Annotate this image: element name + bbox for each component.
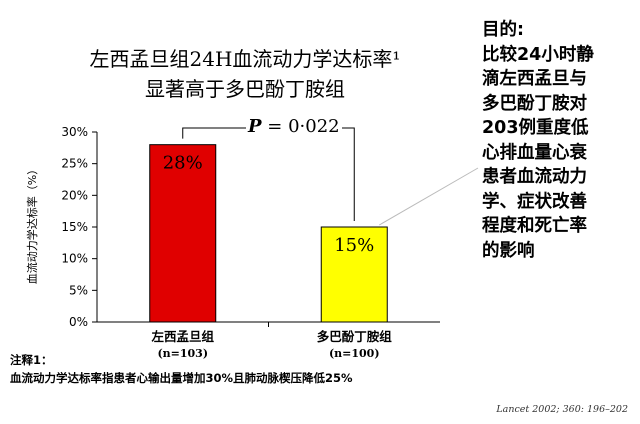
x-category-label: 多巴酚丁胺组: [317, 329, 393, 344]
y-tick-label: 0%: [69, 315, 88, 329]
purpose-line: 程度和死亡率: [482, 216, 587, 236]
chart-title: 左西孟旦组24H血流动力学达标率¹ 显著高于多巴酚丁胺组: [20, 44, 470, 104]
purpose-line: 多巴酚丁胺对: [482, 93, 587, 114]
title-line-1: 左西孟旦组24H血流动力学达标率¹: [89, 47, 401, 71]
purpose-line: 滴左西孟旦与: [482, 69, 587, 89]
p-value-text: = 0·022: [267, 116, 340, 137]
y-tick-label: 30%: [61, 125, 88, 139]
purpose-text: 目的: 比较24小时静 滴左西孟旦与 多巴酚丁胺对 203例重度低 心排血量心衰…: [482, 18, 632, 263]
bar-value-label: 15%: [334, 235, 374, 256]
y-tick-label: 10%: [61, 252, 88, 266]
note-text: 血流动力学达标率指患者心输出量增加30%且肺动脉楔压降低25%: [10, 371, 353, 385]
p-value-symbol: P: [248, 116, 262, 137]
x-category-label: 左西孟旦组: [150, 329, 214, 344]
y-tick-label: 25%: [61, 157, 88, 171]
source-citation: Lancet 2002; 360: 196–202: [496, 404, 628, 415]
bar: [320, 226, 388, 323]
title-line-2: 显著高于多巴酚丁胺组: [145, 77, 345, 101]
p-value-annotation: P = 0·022: [246, 116, 342, 137]
purpose-line: 的影响: [482, 240, 535, 261]
x-category-n: (n=100): [329, 347, 380, 360]
x-category-n: (n=103): [157, 347, 208, 360]
y-tick-label: 5%: [69, 283, 88, 297]
purpose-line: 心排血量心衰: [482, 142, 587, 163]
bar-value-label: 28%: [163, 153, 203, 174]
purpose-line: 学、症状改善: [482, 191, 587, 212]
note-heading: 注释1：: [10, 353, 53, 367]
y-axis-label: 血流动力学达标率（%）: [26, 163, 39, 285]
callout-line: [379, 167, 479, 226]
purpose-line: 目的:: [482, 20, 524, 40]
purpose-line: 203例重度低: [482, 118, 589, 138]
purpose-line: 患者血流动力: [482, 167, 587, 187]
purpose-line: 比较24小时静: [482, 44, 594, 65]
y-tick-label: 20%: [61, 188, 88, 202]
y-tick-label: 15%: [61, 220, 88, 234]
bar: [149, 144, 217, 323]
